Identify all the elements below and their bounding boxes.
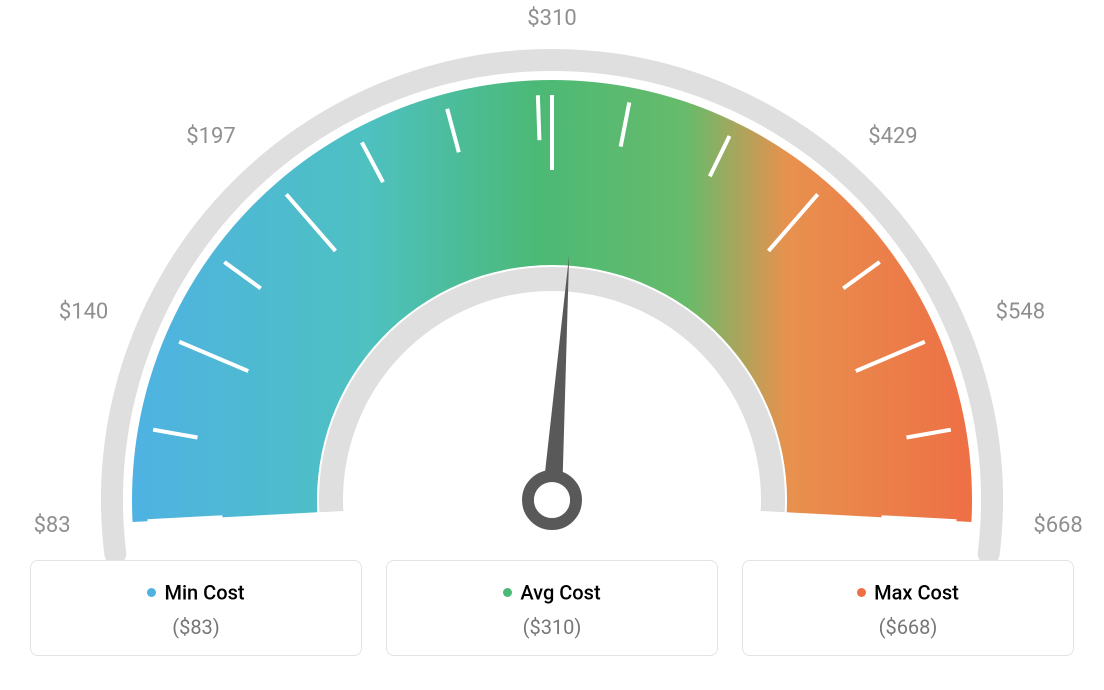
legend-label-min: Min Cost (164, 581, 244, 605)
gauge-needle-hub-inner (534, 482, 570, 518)
gauge-needle (542, 256, 569, 501)
gauge-tick-label: $548 (996, 300, 1045, 325)
legend-card-max: Max Cost ($668) (742, 560, 1074, 656)
legend-value-max: ($668) (753, 615, 1063, 639)
gauge-tick-label: $668 (1033, 513, 1082, 538)
gauge-tick-label: $310 (527, 6, 576, 31)
legend-label-avg: Avg Cost (520, 581, 600, 605)
gauge-tick (538, 95, 540, 140)
legend-value-min: ($83) (41, 615, 351, 639)
legend-card-avg: Avg Cost ($310) (386, 560, 718, 656)
legend-value-avg: ($310) (397, 615, 707, 639)
gauge-tick-label: $140 (59, 300, 108, 325)
gauge-tick-label: $197 (186, 124, 235, 149)
dot-avg (503, 588, 512, 597)
gauge-tick-label: $429 (868, 124, 917, 149)
legend-row: Min Cost ($83) Avg Cost ($310) Max Cost … (0, 560, 1104, 656)
dot-max (857, 588, 866, 597)
dot-min (147, 588, 156, 597)
cost-gauge: $83 $140 $197 $310 $429 $548 $668 (0, 0, 1104, 560)
gauge-tick-label: $83 (34, 513, 71, 538)
legend-label-max: Max Cost (874, 581, 959, 605)
legend-card-min: Min Cost ($83) (30, 560, 362, 656)
